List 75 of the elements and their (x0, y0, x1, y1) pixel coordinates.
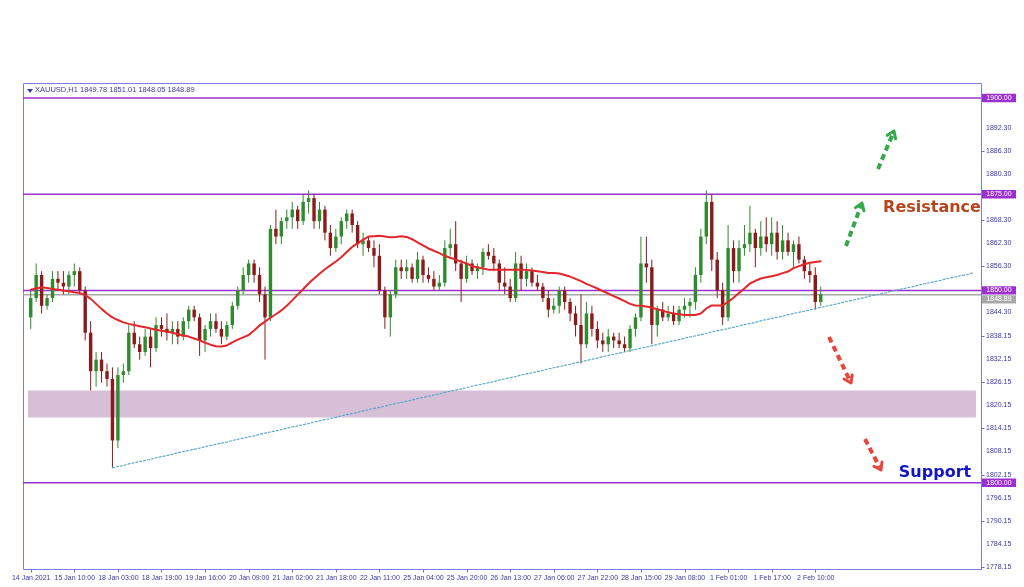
candlestick (219, 320, 224, 345)
candlestick (775, 220, 779, 261)
candlestick (541, 282, 545, 303)
candlestick (361, 232, 365, 257)
candlestick (372, 239, 376, 268)
candlestick (628, 324, 632, 353)
candlestick (263, 286, 267, 361)
candlestick (568, 297, 572, 322)
candlestick (252, 259, 256, 284)
candlestick (432, 270, 436, 291)
candlestick (562, 286, 567, 311)
candlestick (137, 336, 142, 361)
candlestick (72, 262, 77, 288)
candlestick (143, 328, 147, 357)
candlestick (399, 259, 403, 280)
candlestick (742, 224, 747, 257)
annotation: Support (898, 462, 972, 481)
candlestick (481, 247, 485, 276)
candlestick (633, 312, 638, 338)
candlestick (56, 270, 60, 291)
candlestick (601, 332, 605, 353)
candlestick (557, 286, 561, 314)
candlestick (448, 228, 452, 257)
candlestick (410, 262, 414, 284)
candlestick (312, 193, 316, 230)
candlestick (285, 209, 289, 230)
candlestick (791, 239, 796, 268)
candlestick (306, 189, 311, 214)
candlestick (530, 266, 534, 288)
candlestick (421, 255, 425, 284)
candlestick (350, 209, 354, 234)
candlestick (61, 270, 66, 295)
candlestick (214, 312, 218, 334)
candlestick (154, 316, 158, 353)
candlestick (508, 278, 512, 303)
candlestick (819, 286, 823, 307)
candlestick (459, 259, 463, 303)
candlestick (688, 297, 692, 318)
candlestick (236, 286, 240, 311)
candlestick (524, 262, 529, 288)
candlestick (797, 236, 801, 264)
candlestick (34, 262, 38, 303)
candlestick (94, 351, 98, 388)
candlestick (404, 259, 409, 280)
candlestick (334, 228, 338, 253)
candlestick (503, 266, 507, 295)
candlestick (519, 255, 523, 291)
candlestick (121, 363, 126, 384)
candlestick (780, 224, 785, 261)
candlestick (225, 320, 229, 341)
candlestick (808, 262, 812, 284)
candlestick (737, 239, 741, 284)
candlestick (208, 312, 213, 338)
candlestick (579, 293, 583, 365)
candlestick (279, 216, 284, 245)
candlestick (67, 270, 71, 295)
annotation: Resistance (883, 197, 982, 216)
candlestick (246, 259, 251, 284)
candlestick (617, 332, 621, 349)
candlestick (573, 305, 578, 338)
candlestick (748, 205, 752, 253)
candlestick (339, 216, 343, 245)
candlestick (45, 293, 49, 311)
candlestick (203, 324, 207, 353)
candlestick (590, 305, 594, 338)
candlestick (345, 209, 349, 230)
candlestick (786, 232, 790, 257)
candlestick (323, 205, 327, 241)
candlestick (682, 297, 687, 318)
candlestick (274, 209, 278, 245)
candlestick (546, 289, 551, 318)
candlestick (159, 316, 164, 338)
candlestick (301, 193, 305, 226)
candlestick (105, 363, 109, 388)
candlestick (644, 236, 649, 284)
